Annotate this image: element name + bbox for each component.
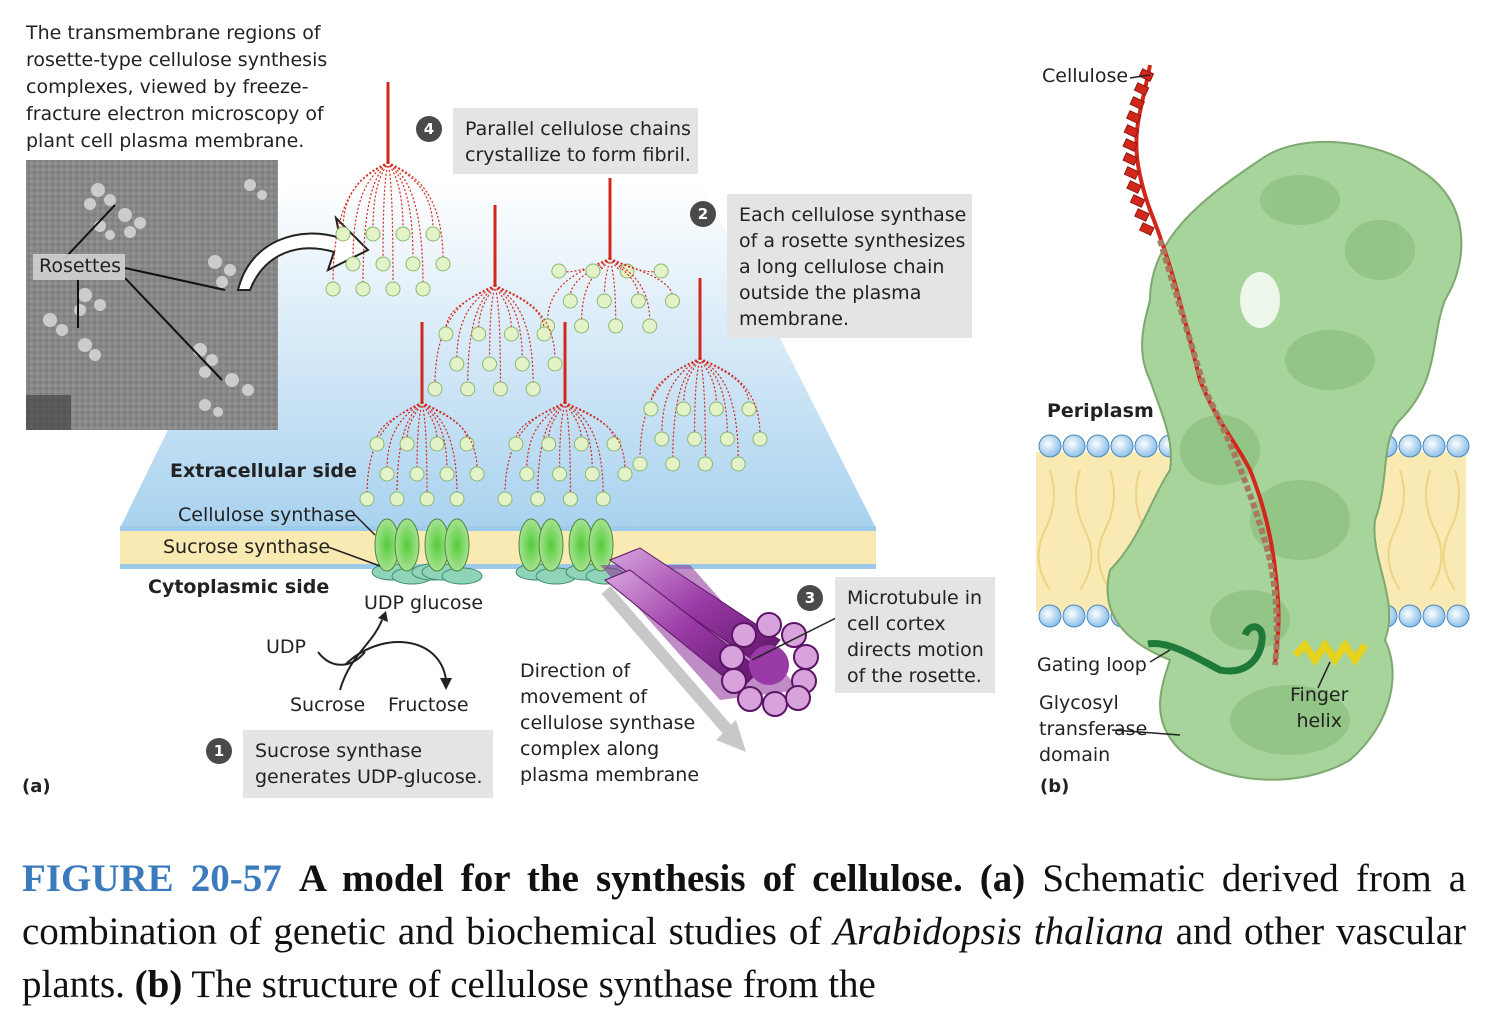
panel-a-letter: (a) xyxy=(22,776,51,797)
fructose-label: Fructose xyxy=(388,694,469,716)
step-3-box: Microtubule in cell cortex directs motio… xyxy=(835,577,995,693)
rosette-6 xyxy=(497,322,633,507)
caption-species: Arabidopsis thaliana xyxy=(833,910,1164,953)
extracellular-side-label: Extracellular side xyxy=(170,460,357,482)
cellulose-synthase-structure xyxy=(1036,64,1470,781)
cytoplasmic-side-label: Cytoplasmic side xyxy=(148,576,330,598)
cellulose-synthase-label: Cellulose synthase xyxy=(178,504,356,526)
caption-text-a2: and other vascular plants. xyxy=(22,910,1466,1006)
figure-artwork xyxy=(26,64,1470,781)
cellulose-chain-beads xyxy=(1122,68,1155,236)
caption-part-b: (b) xyxy=(134,963,183,1006)
udp-glucose-label: UDP glucose xyxy=(364,592,484,614)
step-2-text: Each cellulose synthase of a rosette syn… xyxy=(739,204,967,330)
step-1-badge: 1 xyxy=(206,738,232,764)
rosette-3 xyxy=(427,205,563,397)
step-4-box: Parallel cellulose chains crystallize to… xyxy=(453,108,698,174)
microtubule-bundle xyxy=(600,547,843,717)
rosettes-label: Rosettes xyxy=(39,255,122,277)
caption-text-b: The structure of cellulose synthase from… xyxy=(191,963,876,1006)
lipid-bilayer xyxy=(120,531,876,564)
finger-helix-label: Finger helix xyxy=(1290,684,1349,732)
micrograph-caption: The transmembrane regions of rosette-typ… xyxy=(26,22,328,152)
step-3-text: Microtubule in cell cortex directs motio… xyxy=(847,587,984,687)
cellulose-label: Cellulose xyxy=(1042,65,1129,87)
rosette-1 xyxy=(325,82,451,297)
rosette-4 xyxy=(632,278,768,472)
step-3-badge: 3 xyxy=(797,585,823,611)
udp-reaction-arrows xyxy=(317,611,452,691)
rosette-2 xyxy=(540,178,680,334)
direction-text: Direction of movement of cellulose synth… xyxy=(520,660,700,786)
figure-title: A model for the synthesis of cellulose. xyxy=(298,857,963,900)
panel-b-letter: (b) xyxy=(1040,776,1070,797)
zoom-arrow xyxy=(236,214,370,291)
rosette-5 xyxy=(359,322,485,507)
sucrose-synthase-label: Sucrose synthase xyxy=(163,536,331,558)
step-4-text: Parallel cellulose chains crystallize to… xyxy=(465,118,691,166)
glycosyl-domain-label: Glycosyl transferase domain xyxy=(1039,692,1148,766)
step-4-badge: 4 xyxy=(416,116,442,142)
step-1-text: Sucrose synthase generates UDP-glucose. xyxy=(255,740,483,788)
periplasm-label: Periplasm xyxy=(1047,400,1154,422)
step-2-box: Each cellulose synthase of a rosette syn… xyxy=(727,194,972,338)
membrane-inner-line xyxy=(120,564,876,569)
direction-arrow xyxy=(601,586,746,752)
membrane-plane xyxy=(120,180,876,528)
caption-part-a: (a) xyxy=(979,857,1026,900)
figure-caption: FIGURE 20-57 A model for the synthesis o… xyxy=(22,852,1466,1011)
gating-loop-label: Gating loop xyxy=(1037,654,1147,676)
udp-label: UDP xyxy=(266,636,306,658)
figure-20-57: The transmembrane regions of rosette-typ… xyxy=(22,22,1470,798)
sucrose-label: Sucrose xyxy=(290,694,366,716)
figure-number: FIGURE 20-57 xyxy=(22,857,282,900)
caption-text-a1: Schematic derived from a combination of … xyxy=(22,857,1467,953)
step-2-badge: 2 xyxy=(690,201,716,227)
step-1-box: Sucrose synthase generates UDP-glucose. xyxy=(243,730,493,798)
rosette-complexes xyxy=(325,82,768,507)
freeze-fracture-micrograph xyxy=(26,160,278,430)
membrane-outer-line xyxy=(120,526,876,531)
